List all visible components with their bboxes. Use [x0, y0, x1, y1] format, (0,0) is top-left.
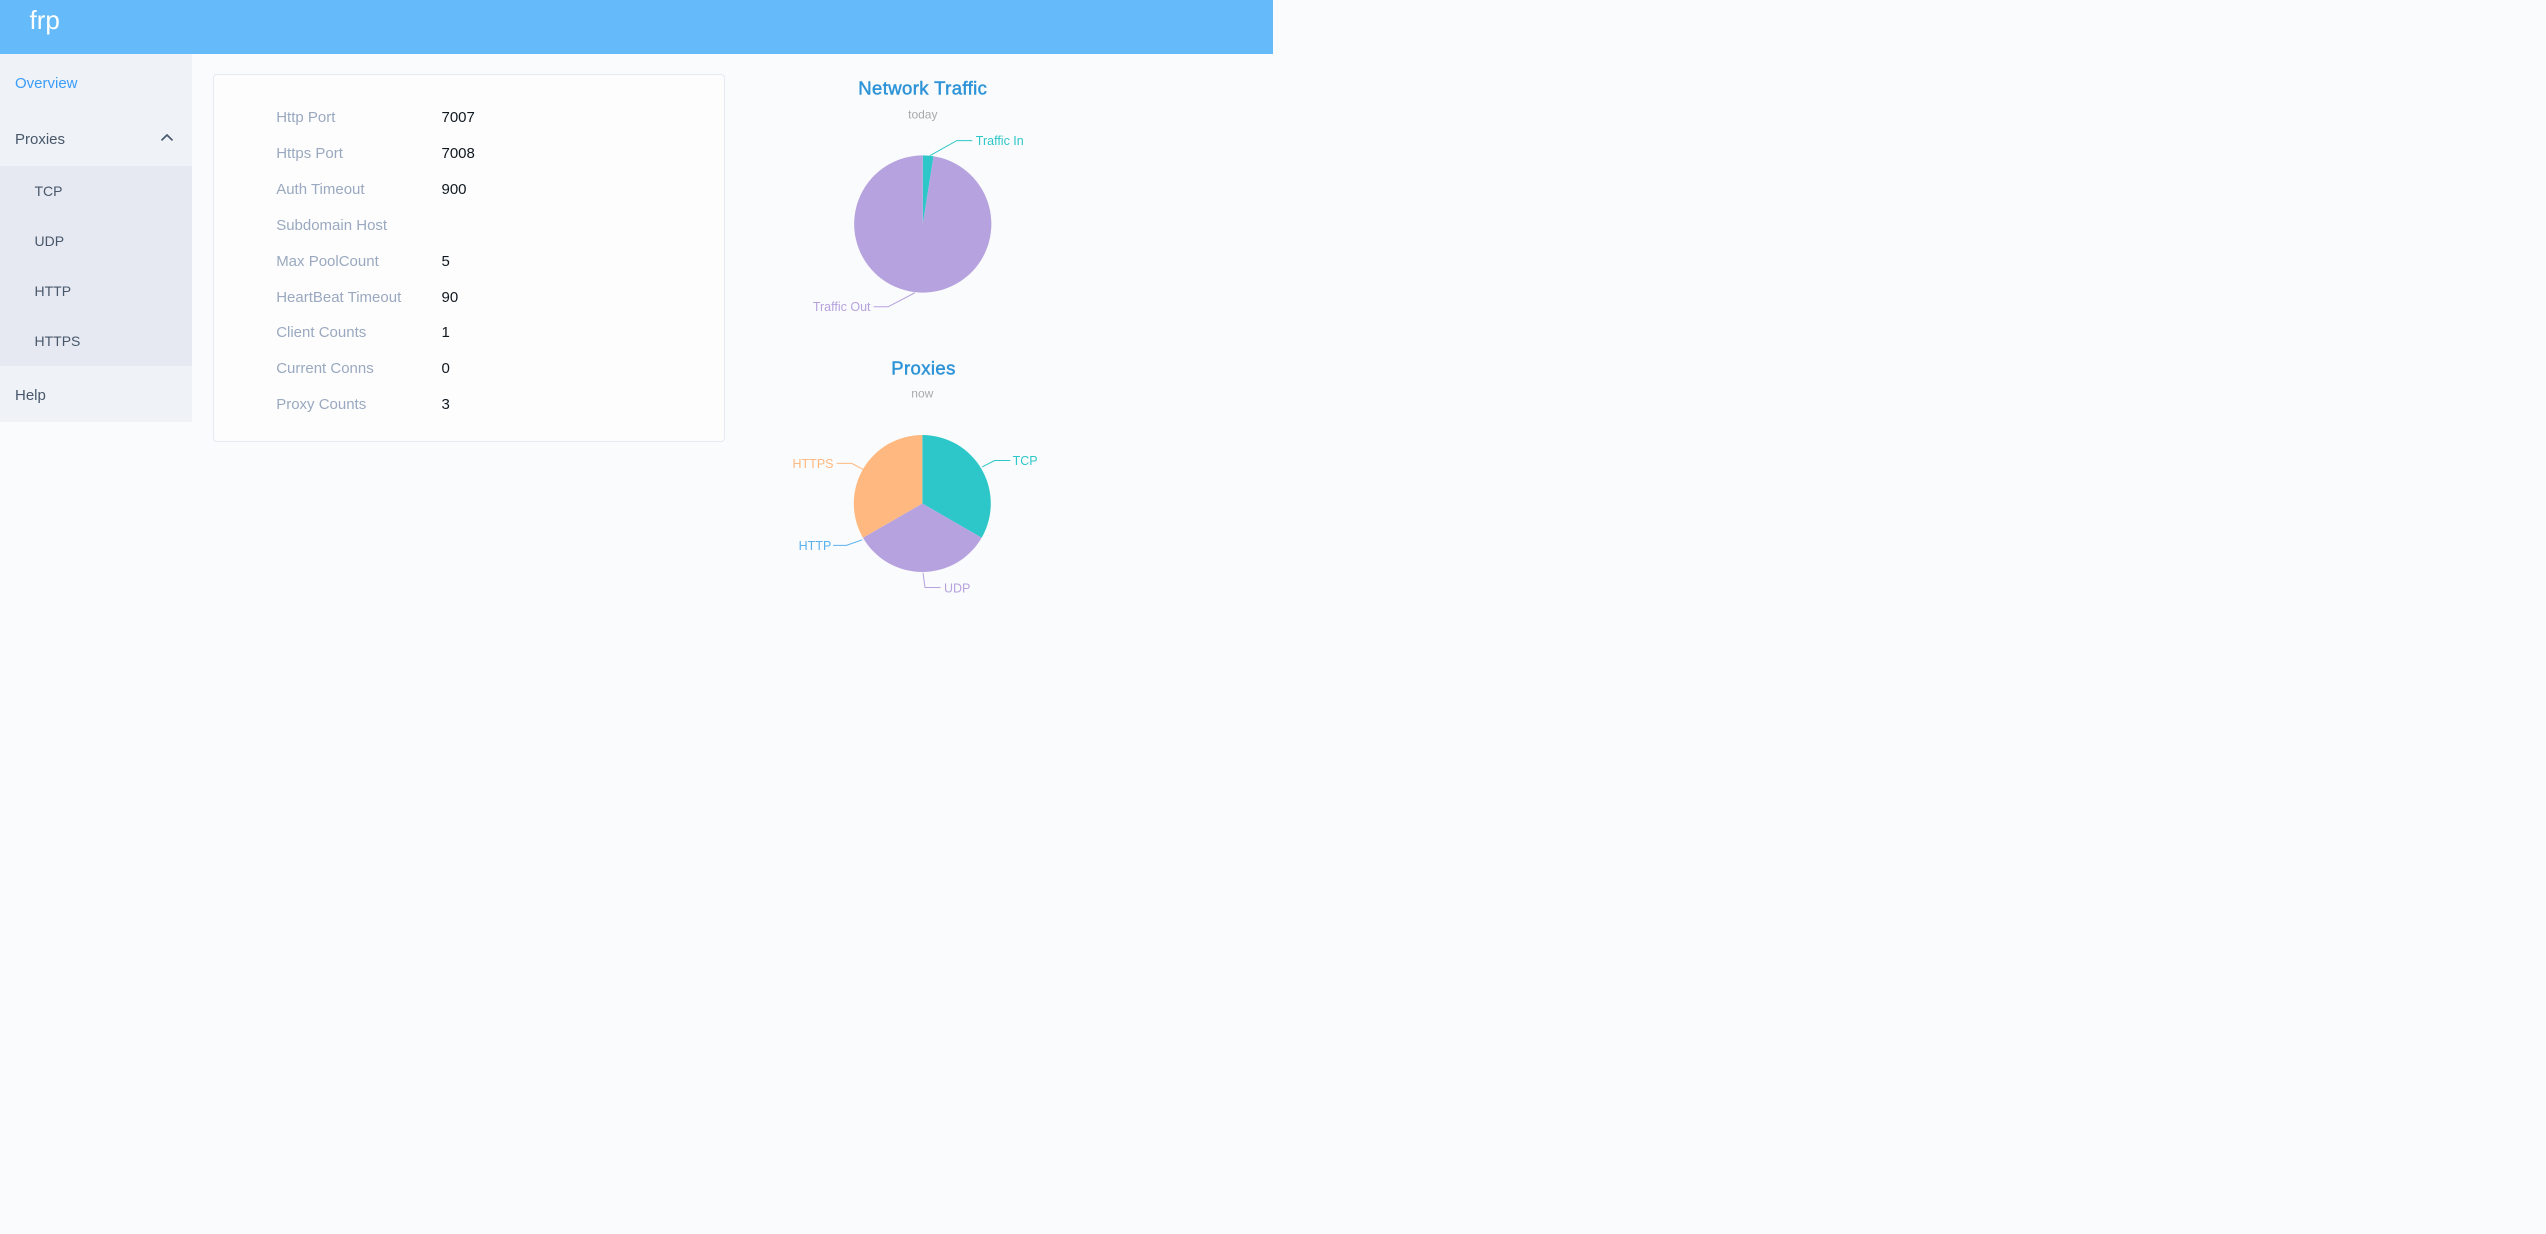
svg-text:HTTP: HTTP [799, 539, 832, 553]
svg-text:UDP: UDP [944, 581, 970, 595]
svg-text:Traffic Out: Traffic Out [813, 300, 871, 314]
svg-text:Proxies: Proxies [891, 358, 956, 379]
svg-text:TCP: TCP [1013, 454, 1038, 468]
svg-text:HTTPS: HTTPS [793, 457, 834, 471]
svg-text:now: now [911, 387, 933, 401]
svg-text:Traffic In: Traffic In [976, 134, 1024, 148]
svg-text:today: today [908, 107, 937, 121]
svg-text:Network Traffic: Network Traffic [858, 77, 987, 98]
